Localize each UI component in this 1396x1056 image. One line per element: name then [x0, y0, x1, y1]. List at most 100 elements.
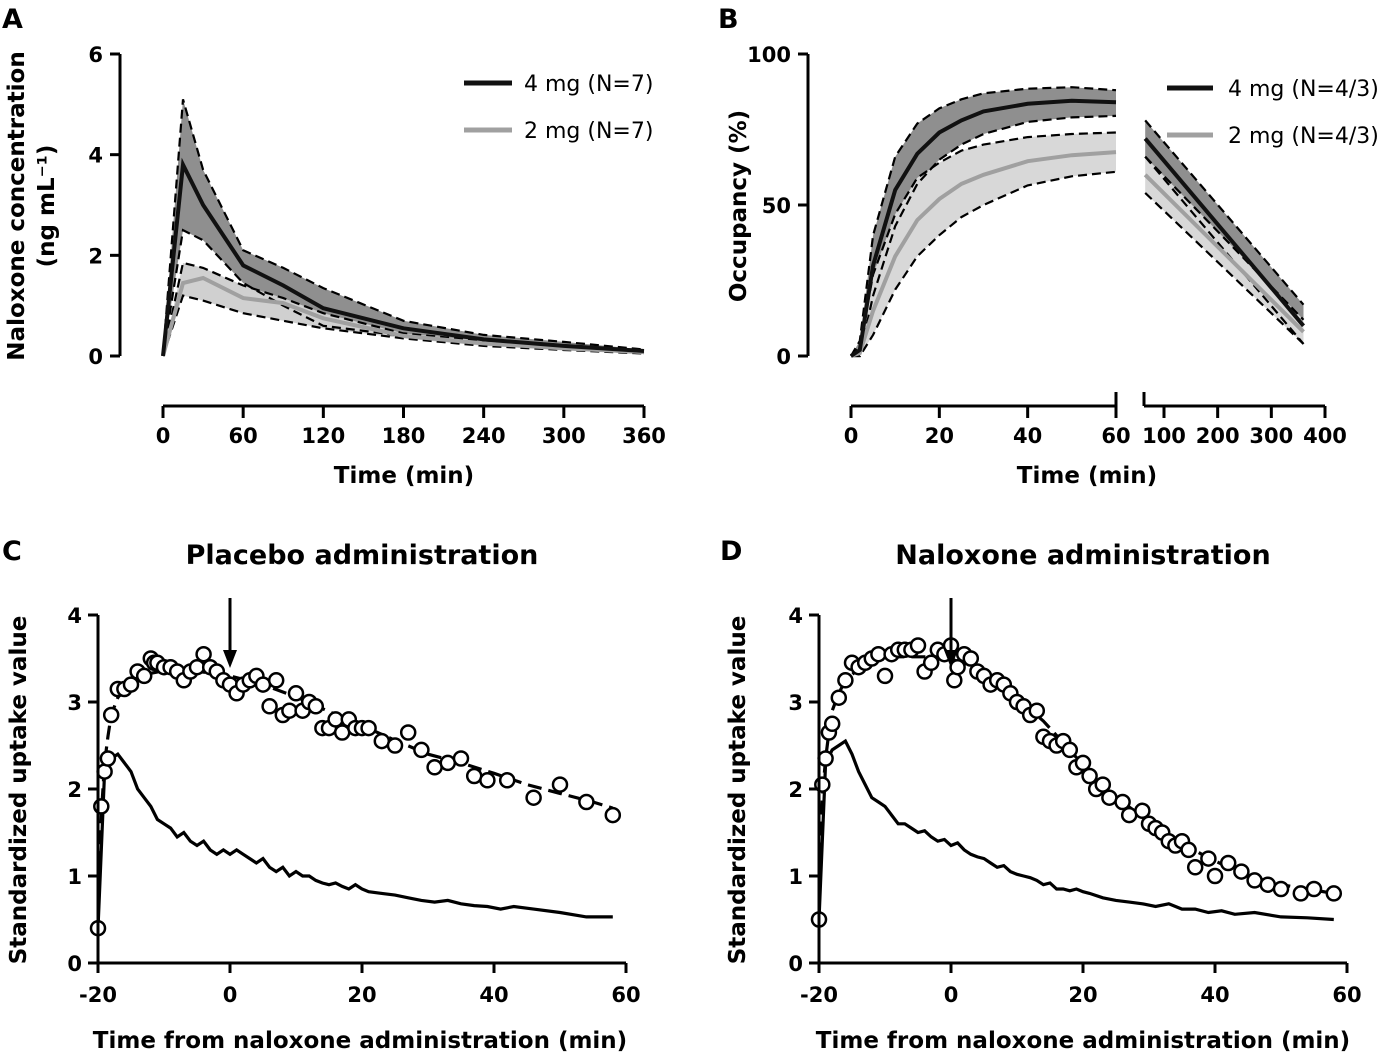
d-observed-point — [1180, 841, 1197, 859]
c-y-tick-label-0: 0 — [67, 952, 82, 976]
d-observed-point — [1272, 880, 1290, 898]
a-y-tick-label-2: 4 — [88, 144, 103, 168]
d-observed-point — [817, 750, 834, 767]
b-x-tick-label-seg1-3: 60 — [1101, 424, 1130, 448]
d-axes: 0 1 2 3 4 -20 0 20 40 60 — [788, 604, 1361, 1007]
d-observed-point — [1074, 754, 1092, 772]
a-x-tick-label-3: 180 — [382, 424, 426, 448]
d-observed-point — [1305, 880, 1323, 898]
panel-b-letter: B — [718, 4, 739, 35]
d-observed-point — [1134, 802, 1151, 820]
c-observed-point — [578, 793, 595, 811]
c-y-tick-label-2: 2 — [67, 778, 82, 802]
c-observed-point — [327, 711, 344, 728]
c-observed-point — [99, 750, 117, 767]
c-y-tick-label-1: 1 — [67, 865, 82, 889]
d-observed-point — [1120, 806, 1138, 824]
c-observed-point — [525, 789, 542, 806]
b-band-seg1-1 — [851, 132, 1116, 356]
a-x-tick-label-0: 0 — [156, 424, 171, 448]
c-arrow-head — [223, 650, 237, 668]
c-observed-point — [102, 706, 120, 724]
c-axes: 0 1 2 3 4 -20 0 20 40 60 — [67, 604, 640, 1007]
a-y-tick-label-3: 6 — [88, 43, 103, 67]
a-x-tick-label-4: 240 — [462, 424, 506, 448]
a-mean-line-0 — [161, 157, 645, 357]
d-observed-point — [823, 715, 841, 733]
d-y-axis-title: Standardized uptake value — [725, 616, 751, 965]
b-x-tick-label-seg2-0: 100 — [1142, 424, 1186, 448]
c-observed-point — [135, 667, 153, 685]
c-observed-point — [281, 702, 298, 719]
b-lower-seg1-0 — [851, 114, 1117, 358]
d-x-axis-title: Time from naloxone administration (min) — [816, 1028, 1350, 1054]
d-y-tick-label-2: 2 — [788, 778, 803, 802]
c-reference-line — [96, 752, 613, 929]
b-axes: 0 50 100 0 20 40 60 100 200 300 400 — [747, 43, 1347, 448]
c-observed-point — [479, 772, 496, 789]
d-y-tick-label-1: 1 — [788, 865, 803, 889]
a-y-tick-label-0: 0 — [88, 345, 103, 369]
a-y-axis-title: Naloxone concentration — [4, 51, 30, 360]
a-x-tick-label-5: 300 — [542, 424, 586, 448]
a-y-axis-title-units: (ng mL⁻¹) — [34, 145, 60, 268]
d-observed-point — [1233, 863, 1250, 880]
b-upper-seg1-0 — [850, 86, 1117, 357]
b-lower-seg1-1 — [851, 170, 1117, 358]
d-x-tick-label-4: 60 — [1332, 983, 1361, 1007]
c-observed-point — [261, 698, 278, 715]
a-x-tick-label-6: 360 — [622, 424, 666, 448]
panel-b: B 0 50 100 0 20 40 60 100 200 300 400 4 mg (N=4/3)… — [718, 4, 1379, 489]
c-y-axis-title: Standardized uptake value — [6, 616, 32, 965]
d-observed-point — [1094, 776, 1112, 793]
c-observed-point — [93, 798, 110, 815]
d-reference-line — [817, 738, 1334, 922]
d-observed-point — [1101, 789, 1118, 806]
c-observed-point — [195, 645, 212, 663]
panel-d: D Naloxone administration 0 1 2 3 4 -20 0 20 40 6… — [720, 536, 1362, 1054]
c-y-tick-label-3: 3 — [67, 691, 82, 715]
c-observed-point — [426, 759, 443, 776]
d-plot-title: Naloxone administration — [895, 540, 1270, 571]
a-upper-1 — [161, 261, 645, 357]
d-observed-point — [949, 658, 966, 676]
d-observed-point — [1206, 867, 1224, 885]
b-legend-label-0: 4 mg (N=4/3) — [1228, 77, 1379, 102]
b-mean-seg1-0 — [849, 98, 1117, 358]
b-upper-seg2-0 — [1144, 119, 1305, 306]
d-observed-point — [1061, 741, 1079, 759]
d-observed-point — [1259, 876, 1277, 893]
c-observed-point — [439, 754, 457, 772]
d-x-tick-label-2: 20 — [1068, 983, 1097, 1007]
panel-a-letter: A — [2, 4, 23, 35]
c-x-tick-label-1: 0 — [223, 983, 238, 1007]
a-legend-label-0: 4 mg (N=7) — [524, 72, 653, 97]
a-x-tick-label-2: 120 — [301, 424, 345, 448]
d-arrow — [944, 598, 958, 668]
d-y-tick-label-4: 4 — [788, 604, 803, 628]
c-y-tick-label-4: 4 — [67, 604, 82, 628]
a-legend-label-1: 2 mg (N=7) — [524, 119, 653, 144]
c-x-tick-label-3: 40 — [479, 983, 508, 1007]
c-observed-point — [122, 676, 140, 693]
c-observed-point — [287, 685, 305, 702]
d-observed-point — [876, 667, 894, 685]
c-observed-point — [254, 676, 272, 693]
c-observed-point — [452, 750, 470, 767]
d-points — [810, 637, 1343, 928]
c-observed-point — [267, 672, 285, 689]
c-x-axis-title: Time from naloxone administration (min) — [93, 1028, 627, 1054]
d-observed-point — [909, 637, 927, 654]
b-legend-label-1: 2 mg (N=4/3) — [1228, 124, 1379, 149]
panel-c-letter: C — [2, 536, 22, 567]
d-observed-point — [962, 650, 980, 667]
b-x-tick-label-seg1-1: 20 — [925, 424, 954, 448]
c-observed-point — [360, 719, 377, 737]
b-y-tick-label-0: 0 — [776, 345, 791, 369]
d-observed-point — [830, 689, 848, 706]
a-x-tick-label-1: 60 — [229, 424, 258, 448]
d-observed-point — [870, 645, 887, 663]
a-legend: 4 mg (N=7) 2 mg (N=7) — [464, 72, 653, 144]
c-plot-title: Placebo administration — [186, 540, 539, 571]
